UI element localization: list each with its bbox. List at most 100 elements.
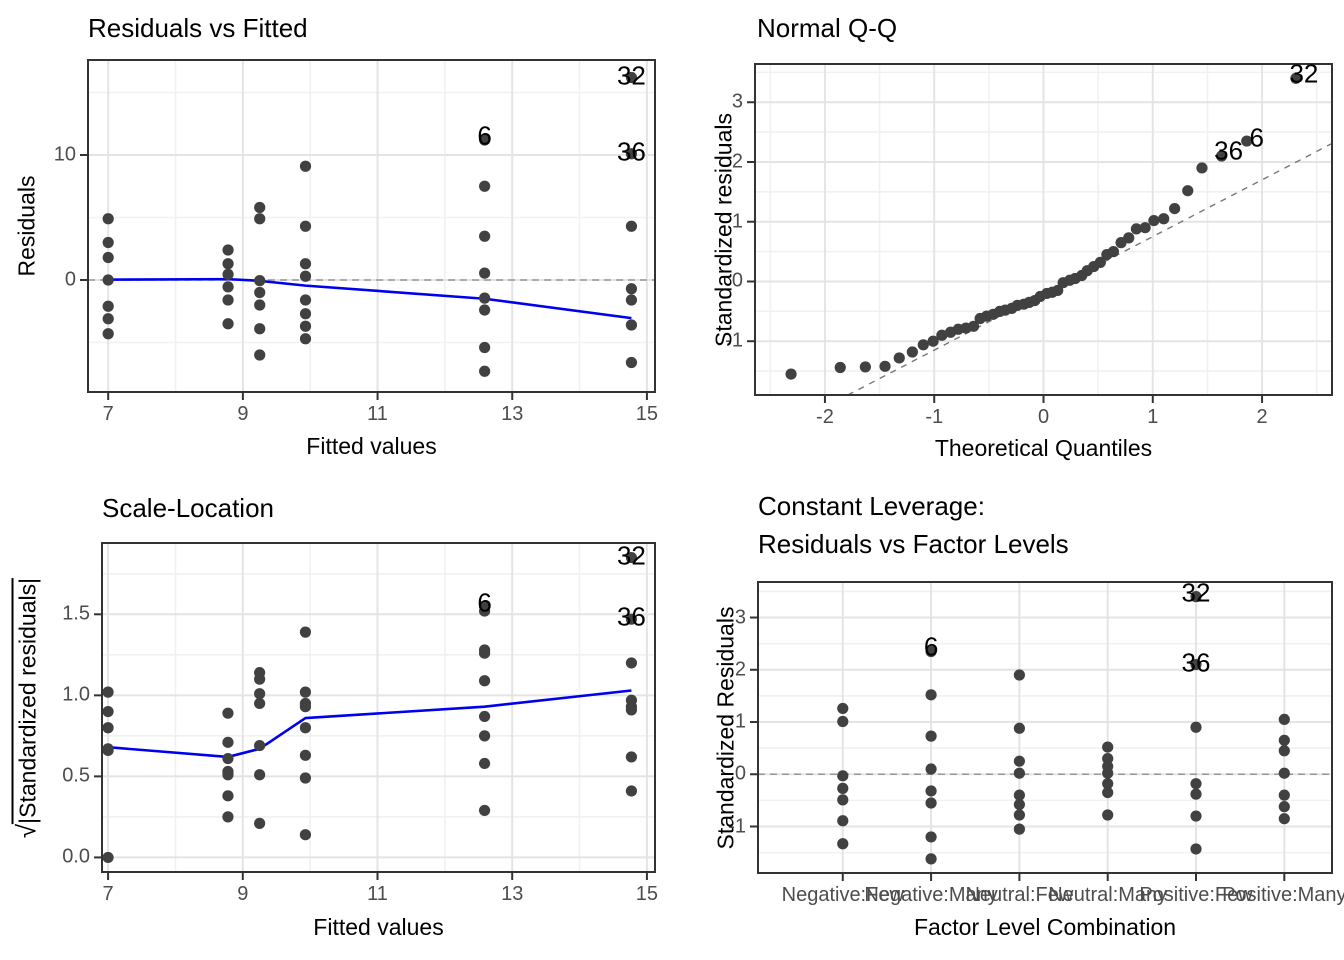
data-point <box>1107 246 1120 258</box>
data-point <box>837 815 849 827</box>
factor-level-combination-axis-label: Factor Level Combination <box>913 914 1177 940</box>
data-point <box>254 323 266 335</box>
data-point <box>254 673 266 685</box>
y-tick-label: -1 <box>728 815 746 837</box>
data-point <box>1190 778 1202 790</box>
data-point <box>967 320 980 332</box>
data-point <box>837 702 849 715</box>
data-point <box>222 736 234 748</box>
panel-3 <box>750 581 1333 881</box>
data-point <box>1148 214 1160 227</box>
x-tick-label: 9 <box>237 883 249 905</box>
data-point <box>299 258 312 270</box>
smooth-line <box>108 277 632 320</box>
outlier-label-6: 6 <box>923 631 939 662</box>
data-point <box>479 180 491 192</box>
data-point <box>925 730 937 742</box>
y-tick-label: 1.0 <box>62 683 90 706</box>
data-point <box>785 368 797 380</box>
y-tick-label: 0.5 <box>62 764 90 787</box>
panel-border <box>101 542 656 873</box>
data-point <box>222 811 234 823</box>
y-tick-label: 1.5 <box>62 602 90 625</box>
data-point <box>479 292 491 304</box>
data-point <box>222 258 234 270</box>
scale-location-title: Scale-Location <box>102 493 274 523</box>
data-point <box>222 752 234 765</box>
y-tick-label: -1 <box>725 329 743 352</box>
data-point <box>478 710 491 723</box>
data-point <box>936 329 948 341</box>
sqrt-standardized-residuals-axis-label: √|Standardized residuals| <box>11 577 43 839</box>
data-point <box>837 794 849 806</box>
smooth-line <box>107 689 632 759</box>
outlier-label-32: 32 <box>616 60 646 90</box>
data-point <box>925 689 937 701</box>
data-point <box>925 831 937 843</box>
data-point <box>478 804 491 817</box>
data-point <box>102 705 114 718</box>
radical-sign: √ <box>11 823 42 839</box>
data-point <box>254 769 266 781</box>
data-point <box>222 790 234 802</box>
data-point <box>299 722 312 734</box>
panel-0 <box>80 59 656 400</box>
constant-leverage-title: Constant Leverage: Residuals vs Factor L… <box>758 487 1069 563</box>
data-point <box>254 275 266 287</box>
y-tick-label: 10 <box>53 143 76 166</box>
data-point <box>1278 767 1290 779</box>
data-point <box>102 686 114 698</box>
x-tick-label: 0 <box>1037 406 1050 428</box>
data-point <box>479 304 491 316</box>
data-point <box>925 763 937 775</box>
x-tick-label: 13 <box>501 883 524 905</box>
page-title: Residuals vs Fitted <box>88 13 308 43</box>
data-point <box>927 335 939 347</box>
data-point <box>1278 734 1290 746</box>
data-point <box>625 356 638 369</box>
x-tick-label: 13 <box>501 403 524 425</box>
data-point <box>1102 778 1114 790</box>
y-tick-label: 2 <box>734 658 746 681</box>
x-tick-label: 15 <box>635 403 659 425</box>
outlier-label-6: 6 <box>1249 122 1264 153</box>
x-tick-label: 2 <box>1256 406 1268 428</box>
y-tick-label: 3 <box>731 90 743 113</box>
data-point <box>254 817 266 829</box>
data-point <box>625 283 638 295</box>
data-point <box>625 294 638 306</box>
fitted-values-axis-label: Fitted values <box>306 433 437 459</box>
data-point <box>479 230 491 242</box>
y-tick-label: 1 <box>734 710 746 733</box>
data-point <box>1123 232 1135 244</box>
residuals-axis-label: Residuals <box>13 175 40 277</box>
y-tick-label: 1 <box>731 210 743 233</box>
data-point <box>925 797 937 809</box>
outlier-label-32: 32 <box>616 540 646 571</box>
data-point <box>222 769 234 781</box>
standardized-residuals-axis-label: Standardized residuals <box>710 113 737 347</box>
data-point <box>1241 135 1253 147</box>
data-point <box>1102 786 1114 799</box>
data-point <box>893 352 905 364</box>
outlier-label-36: 36 <box>1214 135 1244 166</box>
data-point <box>299 749 312 761</box>
data-point <box>1102 741 1114 753</box>
data-point <box>222 268 234 280</box>
panel-border <box>757 581 1333 874</box>
data-point <box>1013 789 1025 801</box>
x-tick-label: 1 <box>1147 406 1159 428</box>
factor-level-label: Neutral:Few <box>965 884 1074 906</box>
data-point <box>1190 591 1202 603</box>
data-point <box>102 722 114 734</box>
theoretical-quantiles-axis-label: Theoretical Quantiles <box>934 435 1153 461</box>
data-point <box>299 772 312 784</box>
data-point <box>1190 810 1202 822</box>
data-point <box>299 701 312 713</box>
data-point <box>479 134 491 146</box>
data-point <box>299 686 312 698</box>
data-point <box>478 730 491 742</box>
data-point <box>859 361 871 373</box>
data-point <box>917 339 929 351</box>
data-point <box>625 657 638 669</box>
